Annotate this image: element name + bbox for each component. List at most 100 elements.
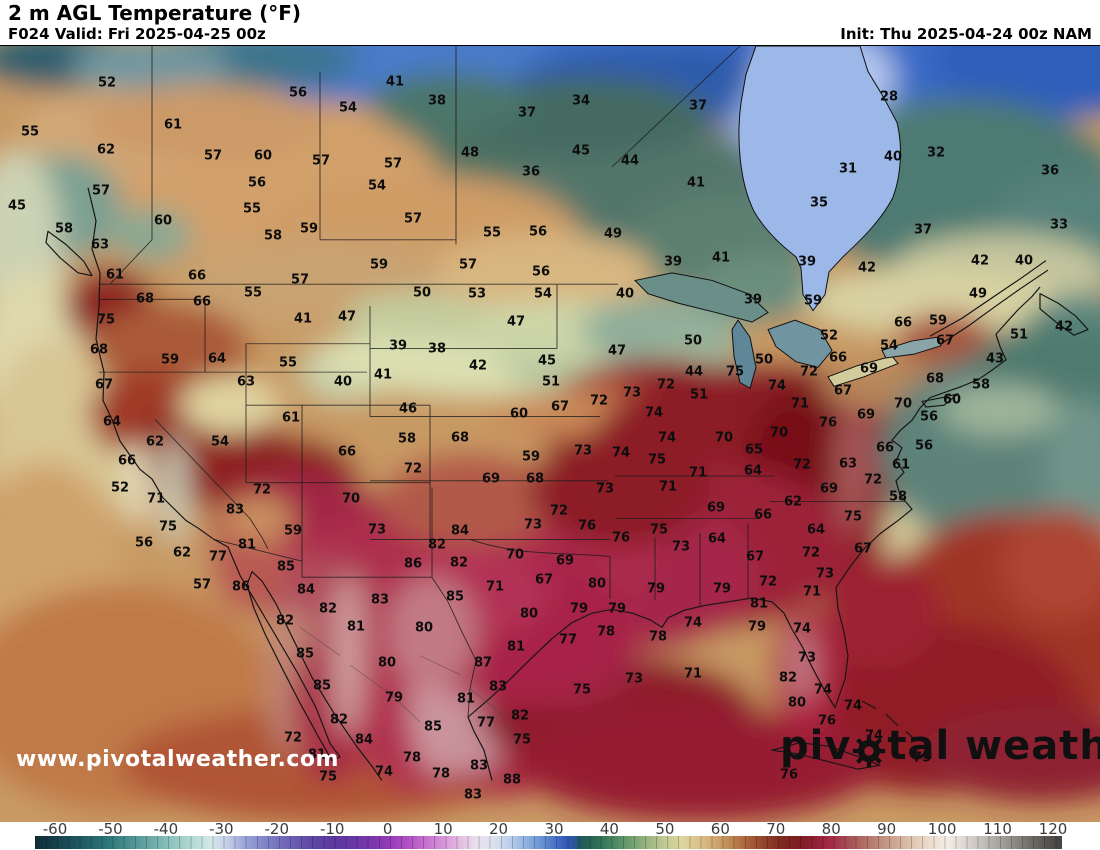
temp-value-label: 82 [427,537,447,553]
temp-value-label: 73 [622,385,642,401]
temp-value-label: 73 [671,539,691,555]
temp-value-label: 73 [523,517,543,533]
temp-value-label: 41 [293,311,313,327]
temp-value-label: 56 [288,85,308,101]
temp-value-label: 55 [278,355,298,371]
temp-value-label: 67 [534,572,554,588]
temp-value-label: 74 [644,405,664,421]
temp-value-label: 70 [769,425,789,441]
temp-value-label: 49 [968,286,988,302]
temp-value-label: 67 [935,333,955,349]
temp-value-label: 82 [449,555,469,571]
temp-value-label: 54 [879,338,899,354]
temp-value-label: 79 [384,690,404,706]
temp-value-label: 68 [450,430,470,446]
temp-value-label: 83 [225,502,245,518]
temp-value-label: 62 [783,494,803,510]
temp-value-label: 39 [388,338,408,354]
temp-value-label: 83 [488,679,508,695]
temp-value-label: 37 [517,105,537,121]
temp-value-label: 59 [803,293,823,309]
temp-value-label: 76 [611,530,631,546]
temp-value-label: 72 [799,364,819,380]
temp-value-label: 40 [883,149,903,165]
temp-value-label: 68 [135,291,155,307]
temp-value-label: 47 [506,314,526,330]
brand-text-post: tal weather [887,723,1100,769]
temp-value-label: 75 [649,522,669,538]
colorbar-tick-label: 40 [599,820,619,838]
temp-value-label: 72 [589,393,609,409]
temp-value-label: 75 [843,509,863,525]
colorbar-tick-label: 70 [766,820,786,838]
temp-value-label: 55 [242,201,262,217]
temp-value-label: 81 [346,619,366,635]
temp-value-label: 50 [412,285,432,301]
temp-value-label: 58 [888,489,908,505]
temp-value-label: 48 [460,145,480,161]
temp-value-label: 75 [572,682,592,698]
temp-value-label: 56 [134,535,154,551]
temp-value-label: 81 [456,691,476,707]
temp-value-label: 72 [792,457,812,473]
temp-value-label: 74 [792,621,812,637]
temp-value-label: 74 [767,378,787,394]
temp-value-label: 62 [172,545,192,561]
temp-value-label: 68 [89,342,109,358]
map-canvas: 55 52 61 56 54 41 38 37 34 37 28 62 57 60 57 48 45 44 57 36… [0,45,1100,823]
temp-value-label: 72 [863,472,883,488]
temp-value-label: 57 [458,257,478,273]
temp-value-label: 56 [914,438,934,454]
temp-value-label: 42 [970,253,990,269]
temp-value-label: 36 [521,164,541,180]
colorbar-tick-label: 0 [382,820,393,838]
model-init-text: Init: Thu 2025-04-24 00z NAM [840,25,1092,43]
temp-value-label: 79 [569,601,589,617]
temp-value-label: 60 [153,213,173,229]
colorbar-tick-label: 20 [489,820,509,838]
temp-value-label: 66 [828,350,848,366]
temp-value-label: 58 [397,431,417,447]
temp-value-label: 74 [813,682,833,698]
temp-value-label: 74 [374,764,394,780]
borders [99,46,905,718]
temp-value-label: 73 [367,522,387,538]
temp-value-label: 67 [94,377,114,393]
temp-value-label: 81 [749,596,769,612]
temp-value-label: 43 [985,351,1005,367]
temp-value-label: 85 [276,559,296,575]
temp-value-label: 50 [683,333,703,349]
temp-value-label: 64 [207,351,227,367]
temp-value-label: 59 [928,313,948,329]
temp-value-label: 41 [373,367,393,383]
temp-value-label: 64 [102,414,122,430]
temp-value-label: 44 [684,364,704,380]
temp-value-label: 72 [801,545,821,561]
colorbar-tick-label: -20 [264,820,290,838]
temp-value-label: 73 [573,443,593,459]
temp-value-label: 61 [163,117,183,133]
temp-value-label: 66 [753,507,773,523]
temp-value-label: 57 [311,153,331,169]
temp-value-label: 38 [427,341,447,357]
temp-value-label: 32 [926,145,946,161]
temp-value-label: 57 [203,148,223,164]
temp-value-label: 38 [427,93,447,109]
temp-value-label: 71 [658,479,678,495]
mexico-borders [299,627,521,751]
temp-value-label: 75 [725,364,745,380]
temp-value-label: 55 [243,285,263,301]
temp-value-label: 36 [1040,163,1060,179]
temp-value-label: 64 [806,522,826,538]
temp-value-label: 61 [281,410,301,426]
temp-value-label: 78 [402,750,422,766]
temp-value-label: 87 [473,655,493,671]
header: 2 m AGL Temperature (°F) F024 Valid: Fri… [0,0,1100,45]
temp-value-label: 72 [403,461,423,477]
temp-value-label: 60 [253,148,273,164]
temp-value-label: 74 [611,445,631,461]
temp-value-label: 42 [1054,319,1074,335]
temp-value-label: 41 [711,250,731,266]
temp-value-label: 37 [913,222,933,238]
temp-value-label: 82 [778,670,798,686]
